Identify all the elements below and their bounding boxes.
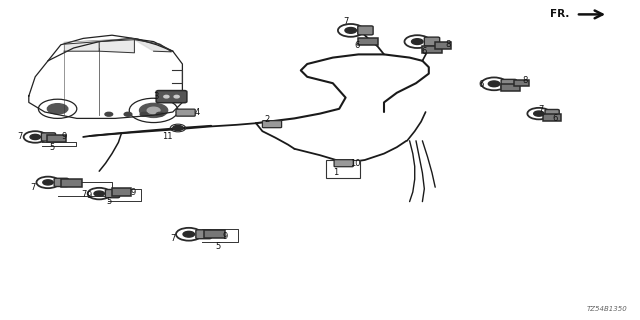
FancyBboxPatch shape	[358, 38, 378, 45]
Polygon shape	[134, 40, 172, 52]
FancyBboxPatch shape	[204, 230, 225, 238]
Text: 7: 7	[31, 183, 36, 192]
Text: 1: 1	[333, 168, 339, 177]
Text: 10: 10	[350, 159, 360, 168]
Text: 6: 6	[479, 80, 484, 89]
Text: 5: 5	[215, 242, 220, 251]
Text: 9: 9	[87, 191, 92, 200]
Text: 11: 11	[163, 132, 173, 141]
Text: 9: 9	[131, 188, 136, 197]
Text: 5: 5	[106, 197, 111, 206]
Polygon shape	[64, 42, 99, 51]
Circle shape	[345, 28, 356, 33]
FancyBboxPatch shape	[42, 133, 56, 141]
Circle shape	[124, 112, 132, 116]
Circle shape	[105, 112, 113, 116]
Text: 6: 6	[553, 114, 558, 123]
FancyBboxPatch shape	[543, 114, 561, 121]
FancyBboxPatch shape	[61, 179, 82, 187]
FancyBboxPatch shape	[156, 91, 187, 103]
FancyBboxPatch shape	[196, 230, 211, 239]
Text: 8: 8	[445, 40, 451, 49]
FancyBboxPatch shape	[176, 109, 195, 116]
Circle shape	[488, 81, 500, 87]
Circle shape	[30, 134, 40, 140]
Circle shape	[183, 231, 195, 237]
Circle shape	[94, 191, 104, 196]
Circle shape	[164, 95, 169, 98]
Circle shape	[156, 112, 164, 116]
Circle shape	[147, 107, 160, 114]
FancyBboxPatch shape	[334, 160, 353, 167]
FancyBboxPatch shape	[424, 37, 440, 46]
FancyBboxPatch shape	[422, 46, 442, 53]
Text: 5: 5	[50, 143, 55, 152]
Text: 2: 2	[264, 115, 269, 124]
FancyBboxPatch shape	[358, 26, 373, 35]
Text: FR.: FR.	[550, 9, 570, 20]
Circle shape	[47, 104, 68, 114]
Text: 7: 7	[538, 105, 543, 114]
FancyBboxPatch shape	[514, 80, 529, 86]
Text: 6: 6	[421, 47, 426, 56]
Circle shape	[174, 95, 179, 98]
FancyBboxPatch shape	[54, 178, 68, 187]
Text: 7: 7	[343, 17, 348, 26]
Text: 7: 7	[170, 234, 175, 243]
Circle shape	[140, 103, 168, 117]
Polygon shape	[99, 40, 134, 53]
Text: 9: 9	[61, 132, 67, 140]
Text: 8: 8	[522, 76, 527, 85]
Text: 4: 4	[195, 108, 200, 117]
FancyBboxPatch shape	[326, 160, 360, 178]
Text: 9: 9	[223, 232, 228, 241]
Circle shape	[412, 39, 423, 44]
Circle shape	[534, 111, 544, 116]
FancyBboxPatch shape	[106, 189, 120, 198]
FancyBboxPatch shape	[435, 42, 451, 49]
Text: 7: 7	[18, 132, 23, 141]
Circle shape	[140, 112, 148, 116]
FancyBboxPatch shape	[501, 84, 520, 91]
FancyBboxPatch shape	[262, 121, 282, 128]
FancyBboxPatch shape	[545, 109, 559, 118]
Text: 7: 7	[82, 190, 87, 199]
FancyBboxPatch shape	[501, 79, 516, 88]
FancyBboxPatch shape	[112, 188, 131, 196]
Text: 6: 6	[355, 41, 360, 50]
Text: 3: 3	[153, 92, 158, 100]
FancyBboxPatch shape	[47, 135, 66, 142]
Circle shape	[173, 125, 183, 131]
Circle shape	[43, 180, 53, 185]
Text: TZ54B1350: TZ54B1350	[586, 306, 627, 312]
